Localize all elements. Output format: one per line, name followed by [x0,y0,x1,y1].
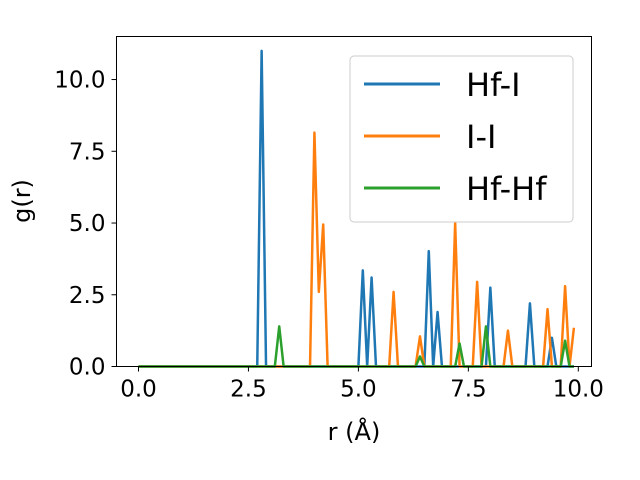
legend: Hf-I I-I Hf-Hf [349,55,574,223]
x-axis-ticks: 0.0 2.5 5.0 7.5 10.0 [120,366,604,403]
y-axis-ticks: 0.0 2.5 5.0 7.5 10.0 [54,68,117,381]
x-tick-label: 0.0 [120,377,157,403]
legend-label-hf-hf: Hf-Hf [466,170,547,208]
plot-frame [116,36,592,367]
y-tick-label: 7.5 [69,139,106,165]
x-tick-label: 2.5 [230,377,267,403]
y-tick-label: 0.0 [69,355,106,381]
legend-label-hf-i: Hf-I [466,66,521,104]
y-tick-label: 2.5 [69,283,106,309]
y-tick-label: 5.0 [69,211,106,237]
x-axis-label: r (Å) [328,417,381,446]
x-tick-label: 5.0 [340,377,377,403]
legend-box [349,55,574,223]
x-tick-label: 10.0 [553,377,604,403]
x-tick-label: 7.5 [450,377,487,403]
y-tick-label: 10.0 [54,68,105,94]
legend-label-i-i: I-I [466,118,496,156]
y-axis-label: g(r) [8,179,36,223]
